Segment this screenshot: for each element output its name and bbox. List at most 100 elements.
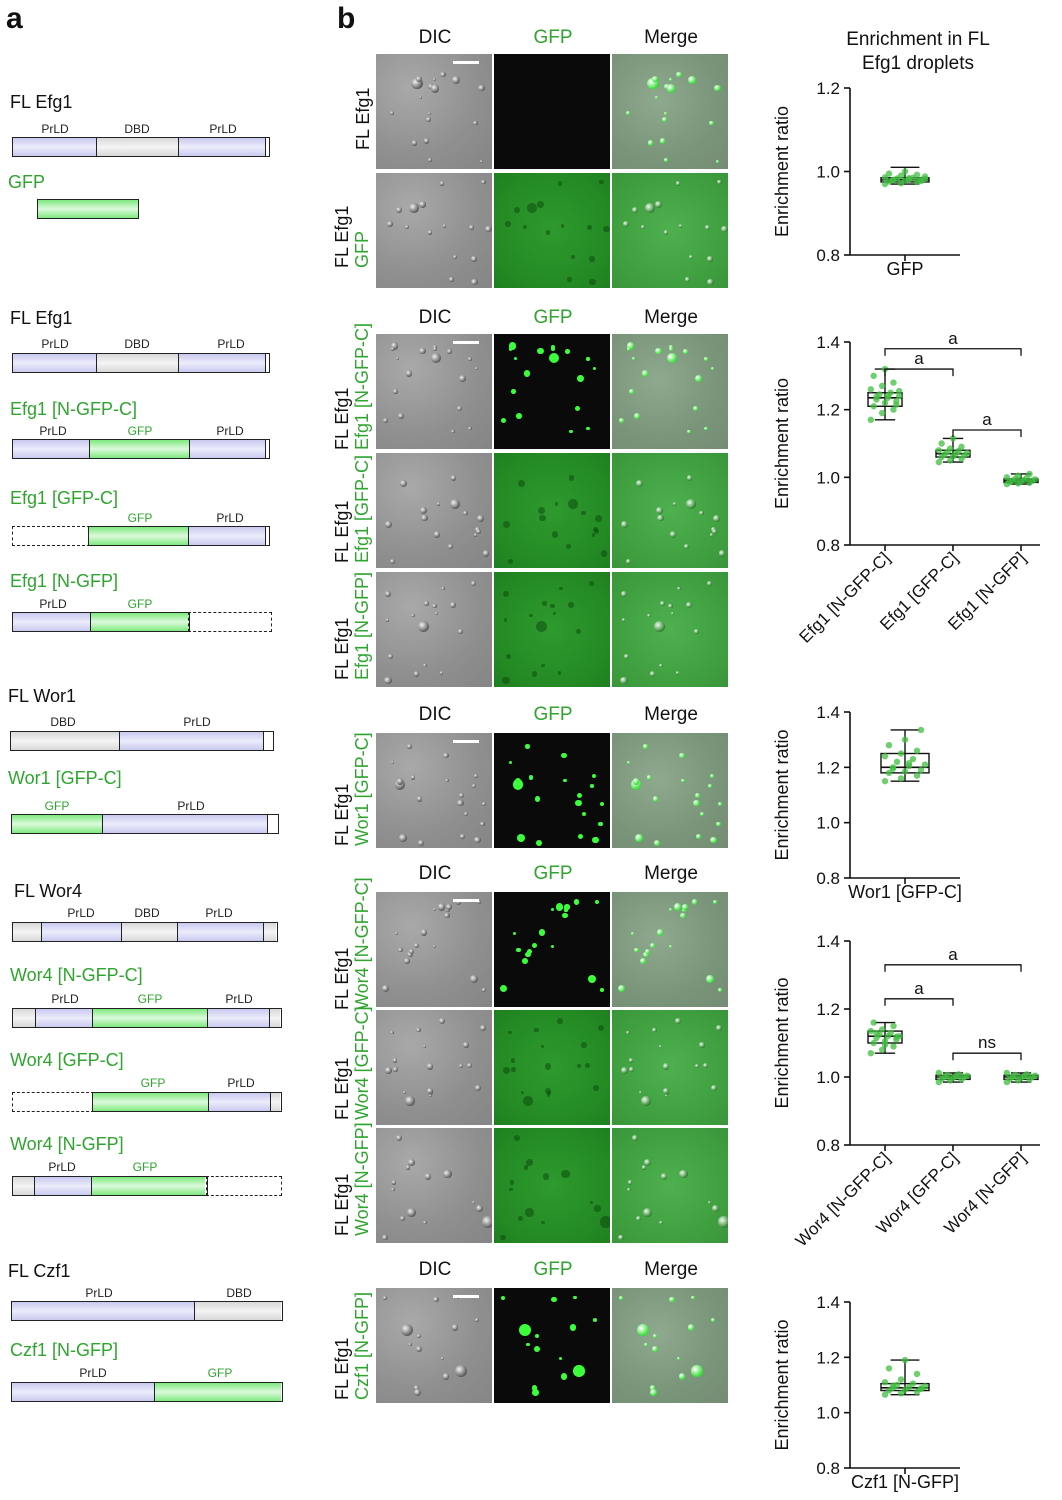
droplet [657,514,664,522]
droplet [453,254,458,259]
micrograph-dic [376,1128,492,1243]
y-tick-label: 1.2 [816,79,840,98]
data-point [897,1376,905,1383]
droplet [405,1165,411,1170]
data-point [963,1072,971,1079]
significance-label: a [948,329,958,348]
domain-label-gfp: GFP [132,1160,158,1174]
droplet [653,620,665,632]
droplet [508,1030,513,1035]
droplet [508,760,513,765]
domain-bar-fl-efg1 [12,137,270,157]
domain-label-dbd: DBD [226,1286,252,1300]
droplet [592,1317,598,1323]
droplet [405,1096,415,1106]
droplet [448,544,453,550]
droplet [534,1027,539,1032]
droplet [478,84,485,92]
data-point [897,775,905,782]
droplet [668,346,674,352]
droplet [508,347,513,351]
droplet [463,510,469,516]
droplet [550,603,555,609]
droplet [641,370,649,377]
droplet [675,181,680,186]
droplet [629,389,634,394]
droplet [707,278,714,286]
droplet [390,760,395,765]
domain-label-prld: PrLD [217,337,245,351]
droplet [440,71,446,78]
droplet [654,96,658,100]
row-label: FL Efg1 Efg1 [N-GFP-C] [332,322,372,450]
droplet [533,1346,540,1353]
droplet [653,1333,658,1338]
panel-b-letter: b [337,2,356,35]
droplet [464,811,469,816]
droplet [500,1234,506,1241]
construct-title: FL Efg1 [10,92,73,112]
droplet [518,1324,531,1337]
droplet [573,1365,585,1377]
droplet [393,389,398,394]
column-header-dic: DIC [418,27,452,48]
droplet [626,1030,631,1035]
droplet [561,912,568,919]
droplet [414,1389,422,1396]
micrograph-merge [612,572,728,687]
droplet [581,1042,587,1048]
droplet [474,774,479,779]
data-point [878,1046,886,1053]
data-point [870,403,877,410]
droplet [411,613,415,618]
droplet [456,405,462,412]
droplet [594,528,600,534]
data-point [890,379,897,386]
droplet [423,663,427,668]
data-point [884,392,892,399]
x-tick-label: Wor1 [GFP-C] [848,882,962,902]
droplet [511,389,516,394]
droplet [708,1201,712,1205]
data-point [881,1041,889,1048]
droplet [593,367,597,371]
data-point [913,171,921,179]
y-tick-label: 1.4 [816,703,840,722]
droplet [416,796,423,802]
droplet [590,1201,594,1205]
droplet [473,120,479,126]
droplet [721,225,728,233]
droplet [669,531,676,538]
data-point [1014,472,1022,479]
y-tick-label: 1.4 [816,333,840,352]
droplet [620,676,628,685]
droplet [420,928,428,936]
droplet [432,346,438,352]
droplet [711,367,715,371]
construct-title: FL Efg1 [10,308,73,328]
droplet [432,603,437,609]
droplet [407,744,412,749]
data-point [870,1019,877,1026]
droplet [577,793,583,799]
droplet [408,1342,412,1347]
droplet [523,1096,533,1106]
droplet [531,942,538,949]
droplet [691,899,697,905]
droplet [390,1030,395,1035]
droplet [423,1045,427,1049]
chart-efg1: 0.8 1.0 1.2 1.4 Enrichment ratio Efg1 [N-GFP-… [772,329,1040,647]
data-point [867,1027,875,1035]
droplet [399,1215,405,1222]
data-point [893,1033,900,1041]
droplet [476,1205,483,1212]
droplet [523,225,528,230]
droplet [417,1333,422,1338]
droplet [463,1042,469,1048]
domain-label-gfp: GFP [127,597,153,611]
droplet [452,1324,459,1331]
construct-title: Efg1 [N-GFP-C] [10,399,138,419]
droplet [618,984,626,992]
droplet [443,1169,453,1179]
droplet [398,412,404,419]
